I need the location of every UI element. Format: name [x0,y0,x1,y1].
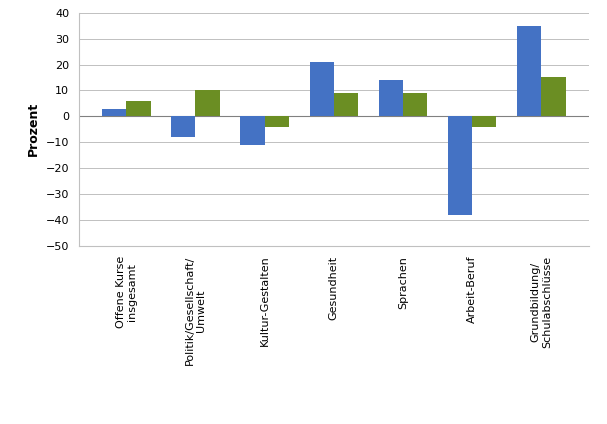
Bar [403,93,427,116]
Bar [126,101,151,116]
Bar [310,62,334,116]
Bar [448,116,472,215]
Bar [517,26,541,116]
Y-axis label: Prozent: Prozent [27,102,40,156]
Bar [541,78,566,116]
Bar [195,90,220,116]
Legend: 2000-2009, 2005-2009: 2000-2009, 2005-2009 [176,419,353,424]
Bar [379,80,403,116]
Bar [171,116,195,137]
Bar [102,109,126,116]
Bar [240,116,265,145]
Bar [472,116,497,127]
Bar [334,93,358,116]
Bar [265,116,289,127]
